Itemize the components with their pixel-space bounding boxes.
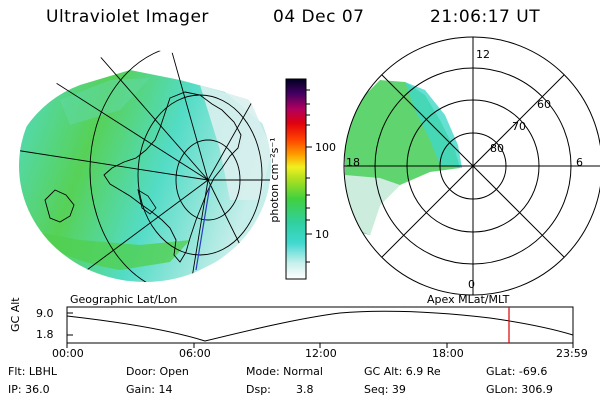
timeline-tick: 00:00 [52, 347, 84, 360]
polar-label-60: 60 [537, 98, 551, 111]
gain-info: Gain: 14 [126, 383, 173, 396]
dsp-value: 3.8 [296, 383, 314, 396]
polar-label-18: 18 [346, 156, 360, 169]
altitude-timeline [66, 306, 574, 348]
glon-info: GLon: 306.9 [486, 383, 553, 396]
timeline-tick: 18:00 [432, 347, 464, 360]
timeline-tick: 12:00 [305, 347, 337, 360]
dsp-label: Dsp: [246, 383, 271, 396]
geographic-label: Geographic Lat/Lon [70, 293, 178, 306]
filter-info: Flt: LBHL [8, 365, 57, 378]
colorbar-unit-label: photon cm⁻²s⁻¹ [268, 137, 281, 222]
door-info: Door: Open [126, 365, 189, 378]
colorbar: photon cm⁻²s⁻¹ [268, 78, 312, 280]
geographic-image [19, 50, 271, 282]
apex-label: Apex MLat/MLT [427, 293, 510, 306]
polar-label-6: 6 [576, 156, 583, 169]
colorbar-tick-10: 10 [315, 228, 329, 241]
timeline-ymin: 1.8 [36, 328, 54, 341]
timeline-tick: 23:59 [556, 347, 588, 360]
gc-alt-info: GC Alt: 6.9 Re [364, 365, 441, 378]
seq-info: Seq: 39 [364, 383, 406, 396]
timeline-tick: 06:00 [179, 347, 211, 360]
ip-info: IP: 36.0 [8, 383, 50, 396]
mode-info: Mode: Normal [246, 365, 323, 378]
observation-date: 04 Dec 07 [273, 7, 365, 27]
timeline-ymax: 9.0 [36, 307, 54, 320]
timeline-axis-label: GC Alt [9, 297, 22, 332]
instrument-title: Ultraviolet Imager [46, 7, 209, 27]
polar-label-80: 80 [490, 142, 504, 155]
polar-label-70: 70 [512, 120, 526, 133]
altitude-curve [66, 310, 574, 342]
polar-label-12: 12 [476, 48, 490, 61]
glat-info: GLat: -69.6 [486, 365, 548, 378]
colorbar-tick-100: 100 [315, 141, 336, 154]
polar-label-0: 0 [468, 278, 475, 291]
observation-time: 21:06:17 UT [430, 7, 541, 27]
polar-plot [343, 36, 600, 296]
